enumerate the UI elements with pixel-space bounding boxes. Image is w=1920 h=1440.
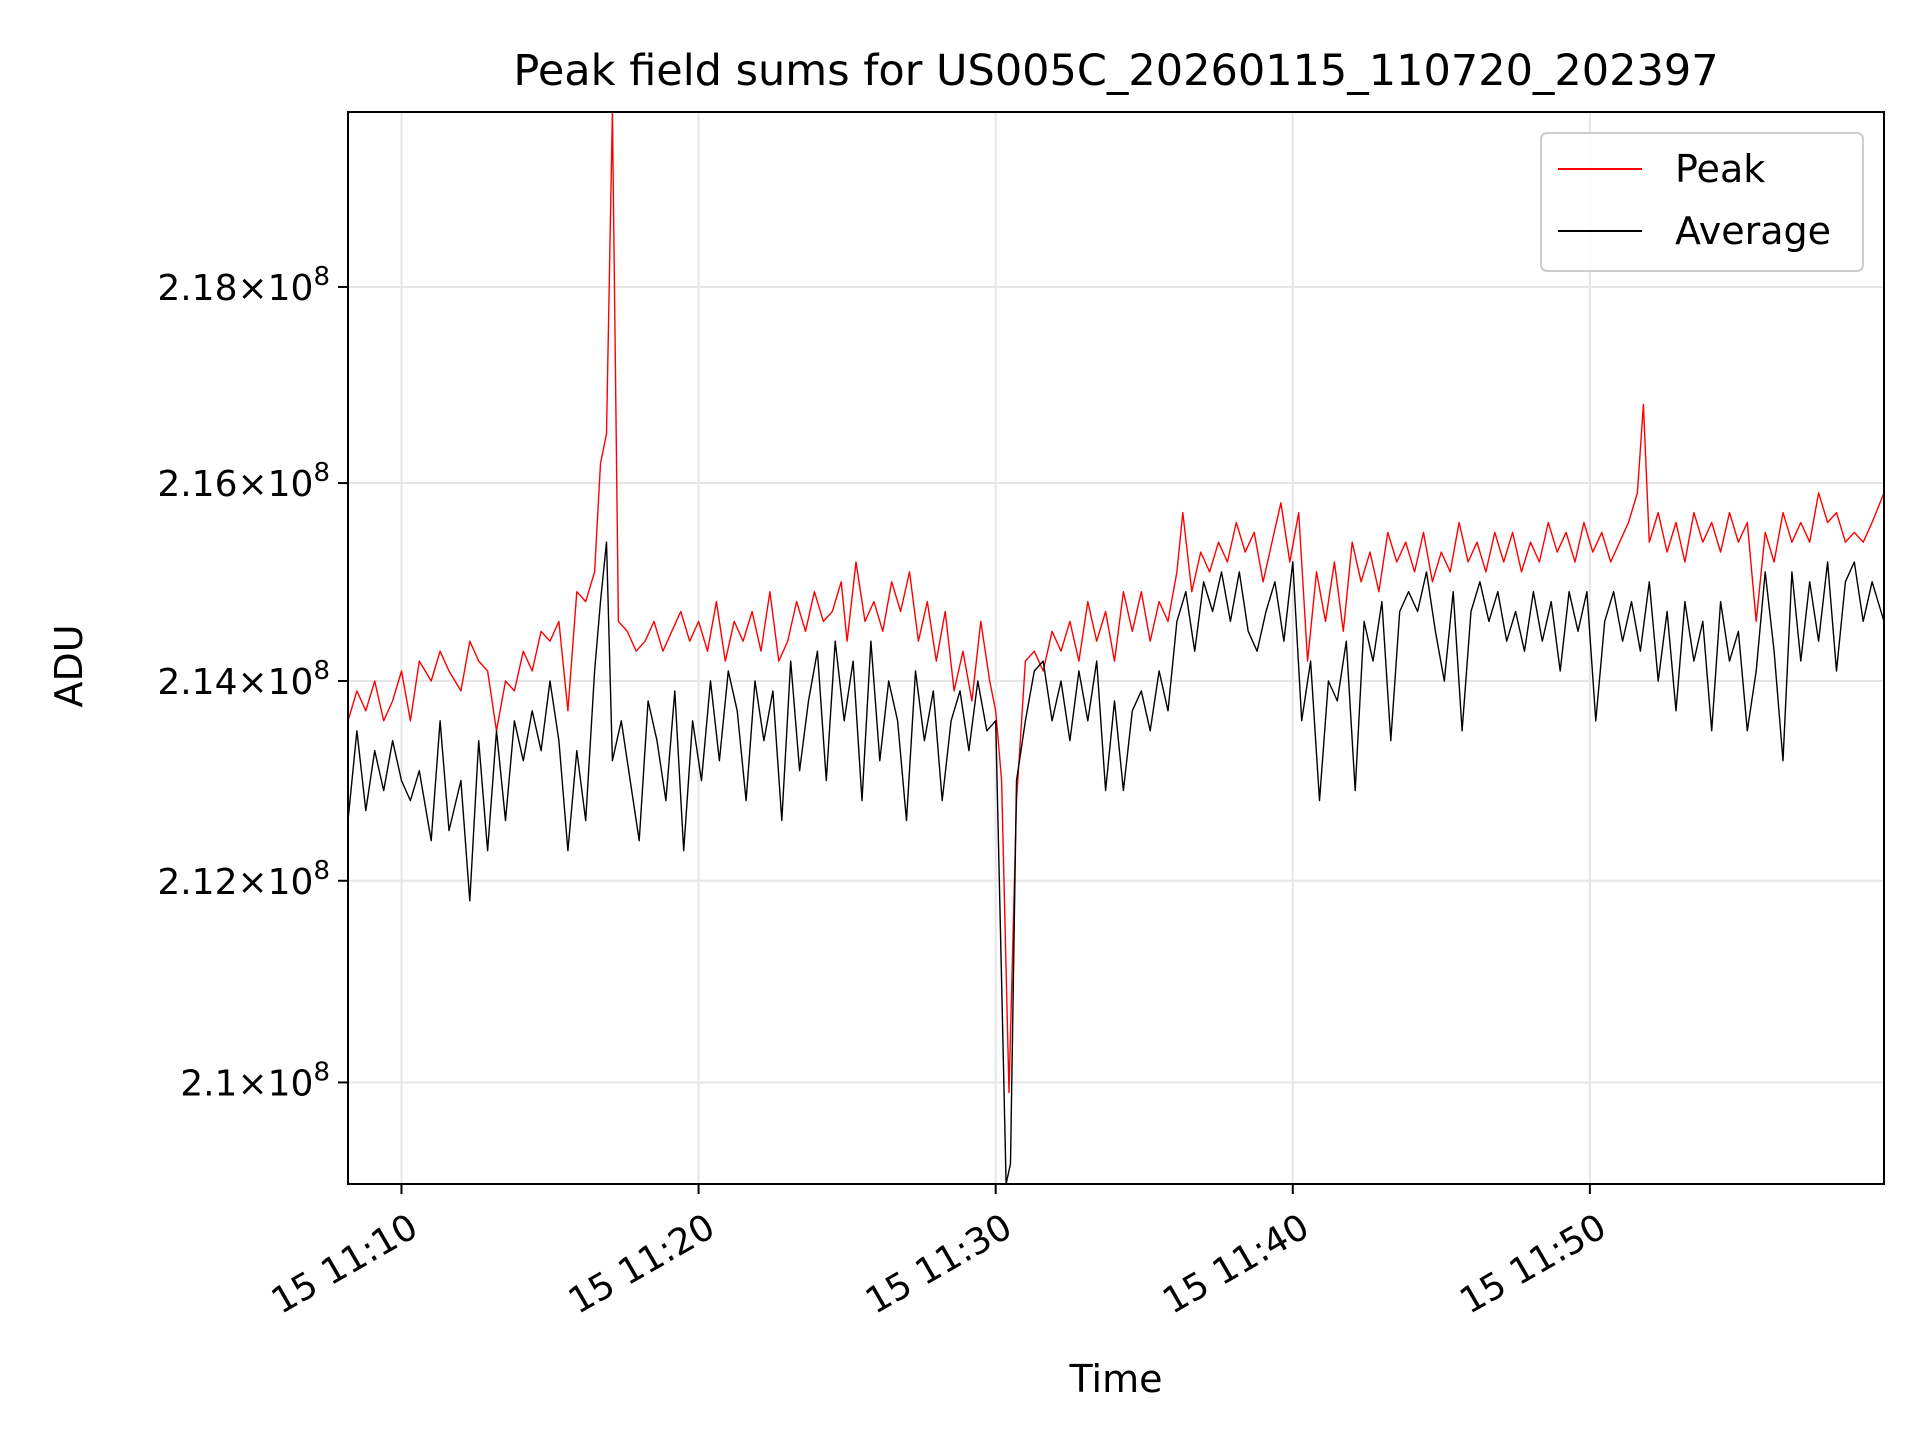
plot-frame [347, 111, 1885, 1185]
legend-label-average: Average [1675, 209, 1831, 253]
series-line-peak [347, 111, 1885, 1094]
y-tick-label: 2.16×108 [157, 458, 330, 505]
y-axis-label: ADU [47, 624, 91, 707]
grid-lines [348, 112, 1884, 1184]
series-layer [347, 111, 1885, 1185]
chart-title: Peak field sums for US005C_20260115_1107… [513, 46, 1718, 96]
y-tick-label: 2.1×108 [180, 1057, 330, 1104]
y-axis: 2.1×108 2.12×108 2.14×108 2.16×108 2.18×108 [157, 262, 348, 1104]
series-line-average [347, 541, 1885, 1185]
y-tick-label: 2.12×108 [157, 856, 330, 903]
legend: Peak Average [1540, 132, 1864, 272]
legend-label-peak: Peak [1675, 147, 1765, 191]
x-axis-label: Time [1069, 1357, 1163, 1401]
y-tick-label: 2.14×108 [157, 656, 330, 703]
y-tick-label: 2.18×108 [157, 262, 330, 309]
legend-box [1540, 132, 1864, 272]
